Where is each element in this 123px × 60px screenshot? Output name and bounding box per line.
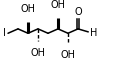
Text: O: O — [74, 7, 82, 17]
Text: OH: OH — [21, 4, 36, 14]
Text: OH: OH — [61, 50, 76, 60]
Text: OH: OH — [31, 48, 46, 58]
Text: H: H — [90, 28, 97, 38]
Text: OH: OH — [51, 0, 66, 10]
Text: I: I — [3, 28, 6, 38]
